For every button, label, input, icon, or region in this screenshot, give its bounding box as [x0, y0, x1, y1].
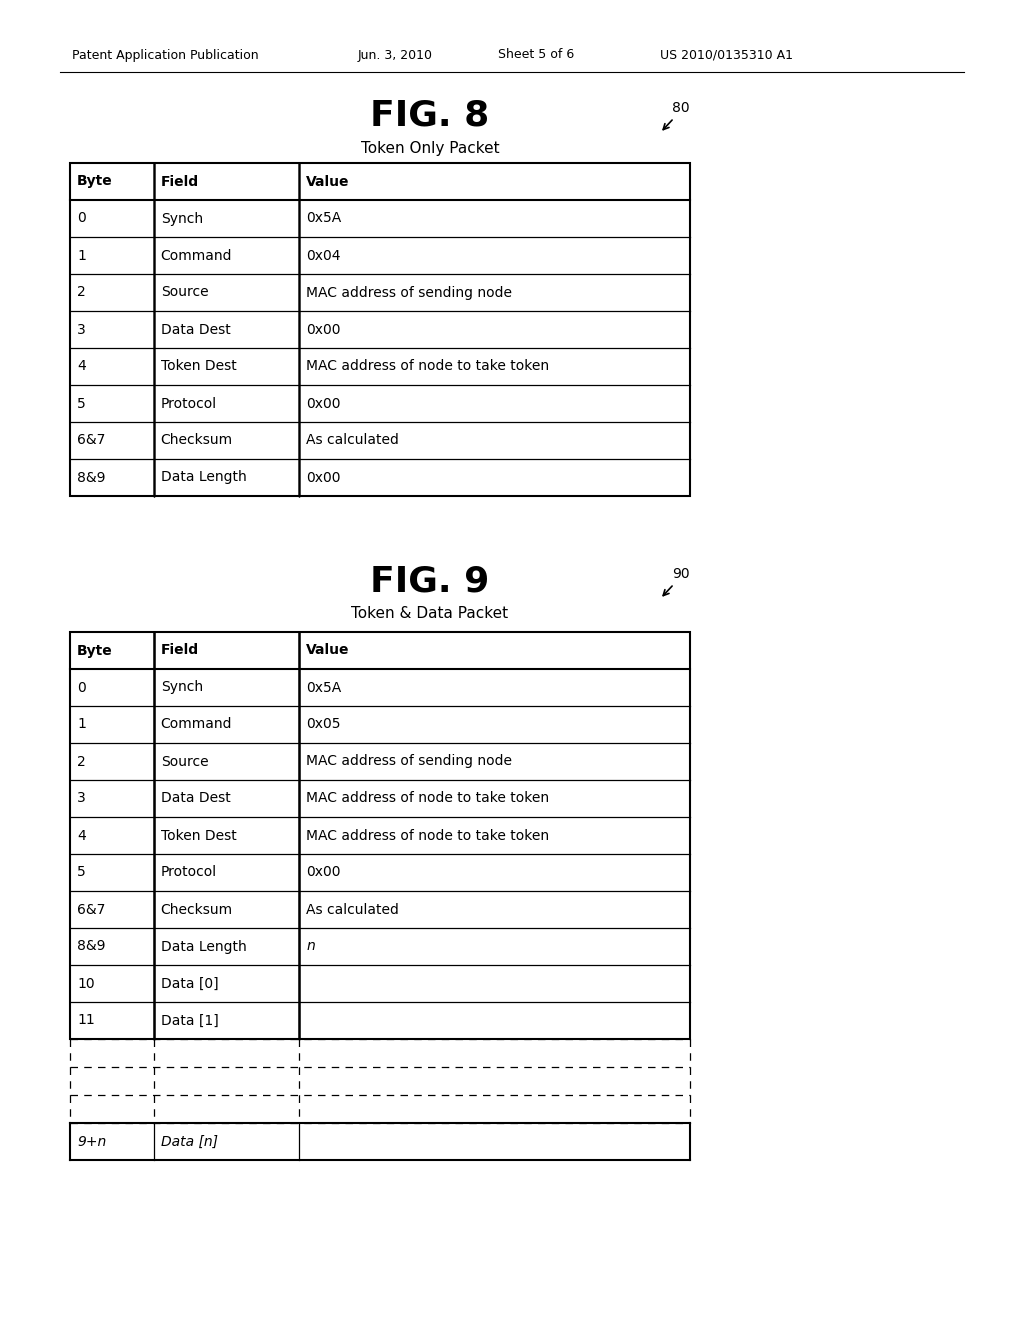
Text: MAC address of node to take token: MAC address of node to take token	[306, 829, 550, 842]
Text: Value: Value	[306, 174, 350, 189]
Text: 0x00: 0x00	[306, 322, 341, 337]
Text: 3: 3	[77, 792, 86, 805]
Text: 6&7: 6&7	[77, 433, 105, 447]
Text: 0x5A: 0x5A	[306, 211, 342, 226]
Text: 1: 1	[77, 718, 86, 731]
Text: FIG. 8: FIG. 8	[371, 98, 489, 132]
Text: Data [0]: Data [0]	[161, 977, 218, 990]
Text: Value: Value	[306, 644, 350, 657]
Text: 8&9: 8&9	[77, 470, 105, 484]
Text: Protocol: Protocol	[161, 396, 217, 411]
Text: 1: 1	[77, 248, 86, 263]
Text: 4: 4	[77, 829, 86, 842]
Text: 5: 5	[77, 866, 86, 879]
Text: Synch: Synch	[161, 681, 203, 694]
Text: FIG. 9: FIG. 9	[371, 564, 489, 598]
Text: 4: 4	[77, 359, 86, 374]
Text: Synch: Synch	[161, 211, 203, 226]
Text: n: n	[306, 940, 315, 953]
Text: Jun. 3, 2010: Jun. 3, 2010	[358, 49, 433, 62]
Text: Sheet 5 of 6: Sheet 5 of 6	[498, 49, 574, 62]
Text: Token Dest: Token Dest	[161, 359, 237, 374]
Text: Patent Application Publication: Patent Application Publication	[72, 49, 259, 62]
Text: Data [1]: Data [1]	[161, 1014, 218, 1027]
Text: Protocol: Protocol	[161, 866, 217, 879]
Text: 6&7: 6&7	[77, 903, 105, 916]
Text: MAC address of node to take token: MAC address of node to take token	[306, 359, 550, 374]
Text: Source: Source	[161, 755, 208, 768]
Text: 90: 90	[672, 568, 689, 581]
Text: Data Length: Data Length	[161, 470, 247, 484]
Text: Data Dest: Data Dest	[161, 792, 230, 805]
Text: MAC address of sending node: MAC address of sending node	[306, 285, 512, 300]
Text: Token Only Packet: Token Only Packet	[360, 140, 500, 156]
Text: 0x05: 0x05	[306, 718, 341, 731]
Text: As calculated: As calculated	[306, 903, 399, 916]
Text: 0x00: 0x00	[306, 396, 341, 411]
Text: 10: 10	[77, 977, 94, 990]
Text: Checksum: Checksum	[161, 433, 232, 447]
Text: 0x00: 0x00	[306, 470, 341, 484]
Text: Byte: Byte	[77, 174, 113, 189]
Text: 0: 0	[77, 211, 86, 226]
Text: 0x5A: 0x5A	[306, 681, 342, 694]
Text: US 2010/0135310 A1: US 2010/0135310 A1	[660, 49, 793, 62]
Text: 3: 3	[77, 322, 86, 337]
Bar	[70, 632, 690, 1039]
Text: Token Dest: Token Dest	[161, 829, 237, 842]
Text: Data Dest: Data Dest	[161, 322, 230, 337]
Text: 0x00: 0x00	[306, 866, 341, 879]
Text: As calculated: As calculated	[306, 433, 399, 447]
Text: Data [n]: Data [n]	[161, 1134, 218, 1148]
Text: Token & Data Packet: Token & Data Packet	[351, 606, 509, 622]
Text: Field: Field	[161, 174, 199, 189]
Text: 5: 5	[77, 396, 86, 411]
Text: Command: Command	[161, 718, 232, 731]
Bar	[70, 162, 690, 496]
Text: 0x04: 0x04	[306, 248, 341, 263]
Text: Source: Source	[161, 285, 208, 300]
Text: 11: 11	[77, 1014, 95, 1027]
Text: Data Length: Data Length	[161, 940, 247, 953]
Text: 80: 80	[672, 102, 689, 115]
Text: Checksum: Checksum	[161, 903, 232, 916]
Text: 9+n: 9+n	[77, 1134, 106, 1148]
Text: MAC address of sending node: MAC address of sending node	[306, 755, 512, 768]
Text: Command: Command	[161, 248, 232, 263]
Text: Field: Field	[161, 644, 199, 657]
Text: MAC address of node to take token: MAC address of node to take token	[306, 792, 550, 805]
Text: 2: 2	[77, 285, 86, 300]
Text: Byte: Byte	[77, 644, 113, 657]
Text: 2: 2	[77, 755, 86, 768]
Text: 0: 0	[77, 681, 86, 694]
Text: 8&9: 8&9	[77, 940, 105, 953]
